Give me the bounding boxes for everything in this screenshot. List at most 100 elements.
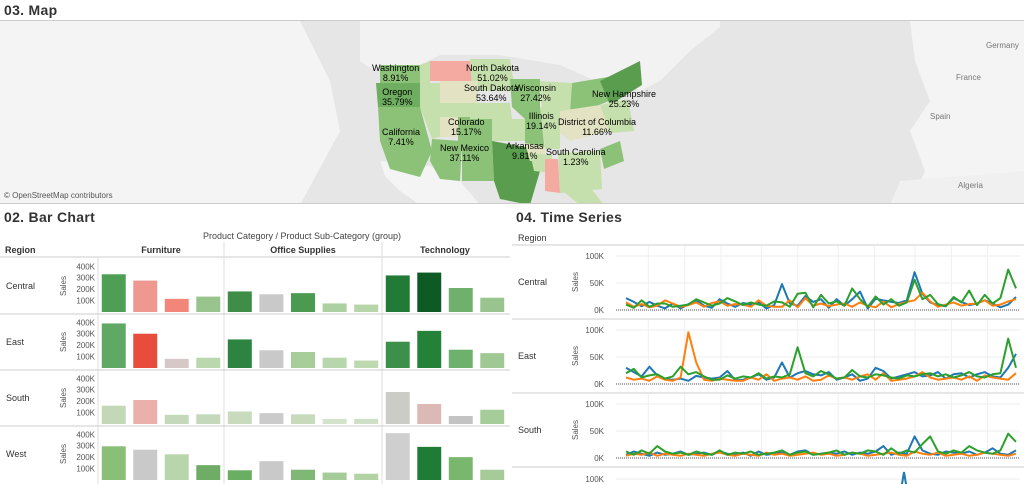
bar [133, 333, 158, 368]
bar [480, 297, 505, 312]
state-label: New Hampshire 25.23% [592, 89, 657, 109]
bar [164, 298, 189, 312]
state-north-dakota [430, 61, 472, 81]
bar [227, 339, 252, 368]
y-tick-label: 300K [76, 330, 95, 339]
state-nebraska [470, 103, 512, 119]
time-series-panel[interactable]: Region Central Sales 100K 50K 0K East Sales 100K… [512, 226, 1024, 484]
y-tick-label: 50K [590, 279, 605, 288]
y-tick-label: 400K [76, 374, 95, 383]
state-california [378, 107, 432, 177]
bar [417, 404, 442, 424]
bar [417, 272, 442, 312]
time-series-svg[interactable]: Region Central Sales 100K 50K 0K East Sales 100K… [512, 226, 1024, 484]
bar [354, 360, 379, 368]
state-arizona [430, 139, 462, 181]
bar [227, 411, 252, 424]
y-axis-label: Sales [59, 276, 68, 296]
series-line [625, 331, 1017, 382]
bar-chart-panel[interactable]: Product Category / Product Sub-Category … [0, 226, 510, 484]
state-michigan [540, 81, 572, 113]
state-label: California 7.41% [382, 127, 421, 147]
state-idaho [420, 83, 440, 111]
bar [448, 457, 473, 480]
bar [227, 470, 252, 480]
column-header: Product Category / Product Sub-Category … [203, 231, 401, 241]
y-tick-label: 200K [76, 285, 95, 294]
y-tick-label: 400K [76, 318, 95, 327]
series-line [625, 432, 1017, 456]
map-label-france: France [956, 73, 981, 82]
state-label: Illinois 19.14% [526, 111, 557, 131]
y-tick-label: 0K [594, 454, 604, 463]
left-land [0, 21, 340, 203]
y-tick-label: 100K [76, 353, 95, 362]
y-tick-label: 100K [585, 326, 604, 335]
y-tick-label: 100K [585, 475, 604, 484]
bar [101, 323, 126, 368]
bar [101, 405, 126, 424]
bar [164, 414, 189, 424]
state-label: Oregon 35.79% [382, 87, 413, 107]
bar-section-title: 02. Bar Chart [4, 209, 96, 225]
bar [259, 413, 284, 424]
state-alabama-georgia [558, 151, 602, 193]
bar [196, 357, 221, 368]
state-ohio-region [560, 105, 610, 141]
bar [196, 296, 221, 312]
bar-chart-svg[interactable]: Product Category / Product Sub-Category … [0, 226, 510, 484]
y-tick-label: 400K [76, 262, 95, 271]
bar [101, 274, 126, 312]
map-svg[interactable] [0, 21, 1024, 204]
y-tick-label: 200K [76, 397, 95, 406]
map-section-title: 03. Map [4, 2, 58, 18]
bar [101, 446, 126, 480]
europe-land [910, 21, 1024, 203]
state-label: Arkansas 9.81% [506, 141, 544, 161]
bar [196, 465, 221, 480]
bar [354, 473, 379, 480]
state-new-mexico [462, 143, 494, 181]
state-label: North Dakota 51.02% [466, 63, 520, 83]
y-axis-label: Sales [571, 272, 580, 292]
state-south-carolina [600, 141, 624, 169]
region-label: Central [518, 277, 547, 287]
bar [385, 392, 410, 424]
state-wisconsin [510, 79, 540, 107]
state-oregon [376, 83, 420, 107]
state-wyoming [440, 103, 470, 117]
bar [480, 409, 505, 424]
group-header: Office Supplies [270, 245, 336, 255]
bar [322, 357, 347, 368]
region-label: East [518, 351, 537, 361]
y-tick-label: 50K [590, 353, 605, 362]
state-dc-region [600, 99, 634, 133]
state-iowa-missouri [512, 107, 545, 153]
y-tick-label: 200K [76, 341, 95, 350]
bar [133, 449, 158, 480]
state-label: Wisconsin 27.42% [515, 83, 557, 103]
bar [480, 469, 505, 480]
bar [290, 469, 316, 480]
bar [448, 288, 473, 312]
region-label: Central [6, 281, 35, 291]
row-header: Region [5, 245, 36, 255]
map-attribution[interactable]: © OpenStreetMap contributors [4, 191, 113, 200]
bar [290, 414, 316, 424]
state-utah [440, 111, 458, 137]
bar [417, 446, 442, 480]
africa-land [890, 171, 1024, 203]
region-label: South [518, 425, 542, 435]
state-label: South Dakota 53.64% [464, 83, 519, 103]
state-label: District of Columbia 11.66% [558, 117, 637, 137]
state-nevada [420, 107, 440, 139]
bar [417, 330, 442, 368]
y-tick-label: 400K [76, 430, 95, 439]
y-tick-label: 0K [594, 306, 604, 315]
state-washington [380, 65, 420, 83]
state-texas [492, 141, 540, 203]
bar [259, 350, 284, 368]
map-panel[interactable]: Germany France Spain Algeria Washington 8… [0, 20, 1024, 204]
y-tick-label: 100K [585, 252, 604, 261]
bar [290, 293, 316, 312]
